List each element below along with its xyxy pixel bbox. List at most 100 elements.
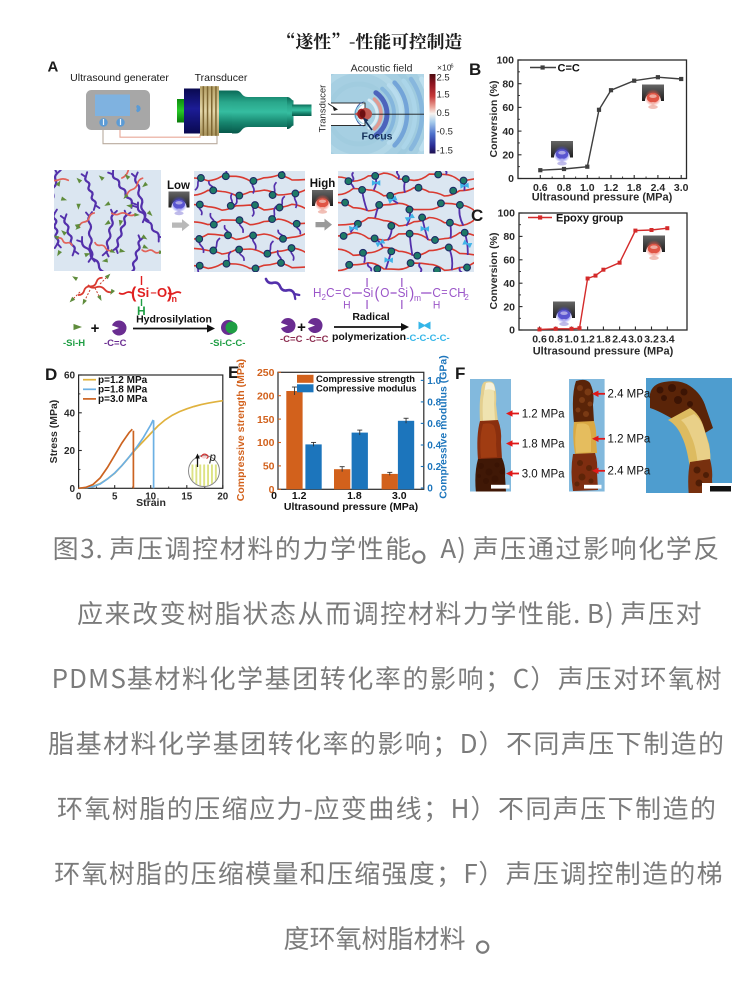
svg-text:A: A — [48, 59, 59, 76]
svg-text:20: 20 — [503, 301, 515, 313]
svg-text:×10: ×10 — [437, 63, 452, 73]
svg-text:80: 80 — [502, 78, 514, 90]
svg-text:60: 60 — [64, 371, 76, 382]
svg-text:Transducer: Transducer — [318, 85, 329, 133]
svg-text:250: 250 — [257, 367, 275, 379]
svg-text:3.0: 3.0 — [674, 182, 689, 194]
svg-text:0: 0 — [508, 173, 514, 185]
svg-text:60: 60 — [502, 102, 514, 114]
svg-text:40: 40 — [64, 408, 76, 419]
svg-text:+: + — [297, 319, 306, 336]
svg-text:C=C: C=C — [558, 63, 580, 75]
svg-text:1.5: 1.5 — [437, 90, 450, 101]
svg-text:=: = — [441, 287, 447, 299]
svg-text:40: 40 — [502, 126, 514, 138]
svg-text:Ultrasound pressure (MPa): Ultrasound pressure (MPa) — [284, 501, 418, 513]
svg-text:0.6: 0.6 — [533, 182, 548, 194]
svg-text:0: 0 — [271, 490, 277, 502]
svg-text:3.4: 3.4 — [660, 334, 675, 346]
svg-text:6: 6 — [451, 64, 454, 70]
svg-text:Compressive strength: Compressive strength — [316, 373, 415, 384]
svg-text:C: C — [471, 206, 483, 225]
svg-text:Ultrasound generater: Ultrasound generater — [70, 72, 169, 84]
svg-text:1.0: 1.0 — [427, 376, 441, 387]
svg-text:Conversion (%): Conversion (%) — [488, 80, 500, 157]
svg-text:3.0: 3.0 — [628, 334, 643, 346]
svg-text:200: 200 — [257, 390, 275, 402]
svg-text:Stress (MPa): Stress (MPa) — [48, 400, 60, 464]
svg-text:E: E — [228, 363, 239, 382]
svg-text:Low: Low — [167, 180, 190, 192]
svg-text:2.4: 2.4 — [651, 182, 666, 194]
svg-text:Ultrasound pressure (MPa): Ultrasound pressure (MPa) — [532, 192, 673, 204]
svg-text:O: O — [380, 286, 389, 300]
svg-text:Hydrosilylation: Hydrosilylation — [136, 314, 212, 326]
svg-text:0: 0 — [76, 491, 82, 502]
svg-text:O: O — [157, 285, 167, 300]
svg-text:(: ( — [131, 285, 137, 302]
svg-text:50: 50 — [263, 461, 275, 473]
svg-text:-C=C: -C=C — [104, 338, 127, 349]
svg-text:C: C — [432, 286, 441, 300]
svg-text:p=1.8 MPa: p=1.8 MPa — [98, 385, 148, 396]
svg-text:-C=C: -C=C — [306, 334, 329, 345]
svg-text:B: B — [469, 60, 481, 79]
svg-text:80: 80 — [503, 231, 515, 243]
svg-text:H: H — [433, 299, 440, 311]
svg-text:p=3.0 MPa: p=3.0 MPa — [98, 394, 148, 405]
svg-text:3.0 MPa: 3.0 MPa — [522, 468, 565, 480]
svg-text:2.4 MPa: 2.4 MPa — [608, 389, 651, 401]
svg-text:-1.5: -1.5 — [437, 146, 453, 157]
svg-text:20: 20 — [217, 491, 228, 502]
svg-text:1.0: 1.0 — [564, 334, 579, 346]
svg-text:40: 40 — [503, 278, 515, 290]
svg-text:1.8: 1.8 — [627, 182, 642, 194]
svg-text:H: H — [343, 299, 350, 311]
svg-text:100: 100 — [496, 55, 514, 67]
svg-text:60: 60 — [503, 255, 515, 267]
svg-text:Epoxy group: Epoxy group — [556, 213, 624, 225]
svg-text:1.0: 1.0 — [580, 182, 595, 194]
svg-text:-0.5: -0.5 — [437, 127, 453, 138]
svg-text:0: 0 — [427, 484, 433, 495]
svg-text:100: 100 — [497, 208, 515, 220]
svg-text:): ) — [409, 285, 414, 303]
svg-text:1.8 MPa: 1.8 MPa — [522, 438, 565, 450]
svg-text:-C-C-C-C-: -C-C-C-C- — [406, 333, 449, 344]
svg-text:0.5: 0.5 — [437, 108, 450, 119]
svg-text:1.8: 1.8 — [596, 334, 611, 346]
svg-text:Compressive modulus: Compressive modulus — [316, 383, 417, 394]
svg-text:–: – — [151, 287, 157, 299]
svg-text:+: + — [91, 320, 100, 337]
svg-text:2.4 MPa: 2.4 MPa — [608, 466, 651, 478]
svg-text:(: ( — [375, 285, 380, 303]
svg-text:100: 100 — [257, 437, 275, 449]
svg-text:0.8: 0.8 — [548, 334, 563, 346]
svg-text:2.4: 2.4 — [612, 334, 627, 346]
svg-text:2.5: 2.5 — [437, 73, 450, 84]
svg-text:0.8: 0.8 — [557, 182, 572, 194]
svg-text:3.2: 3.2 — [644, 334, 659, 346]
svg-text:150: 150 — [257, 414, 275, 426]
svg-text:5: 5 — [112, 491, 118, 502]
svg-text:0.8: 0.8 — [427, 398, 441, 409]
svg-text:-Si-C-C-: -Si-C-C- — [210, 338, 245, 349]
svg-text:1.2: 1.2 — [292, 490, 307, 502]
svg-text:Conversion (%): Conversion (%) — [488, 232, 500, 309]
svg-text:0.6: 0.6 — [427, 419, 441, 430]
svg-text:C: C — [326, 286, 335, 300]
svg-text:0: 0 — [269, 484, 275, 496]
svg-text:Si: Si — [398, 286, 408, 300]
svg-text:Compressive modulus (GPa): Compressive modulus (GPa) — [438, 355, 450, 499]
svg-text:-C=C: -C=C — [280, 334, 303, 345]
svg-text:Radical: Radical — [352, 311, 389, 323]
svg-text:n: n — [172, 294, 178, 304]
svg-text:F: F — [455, 364, 465, 383]
svg-text:): ) — [167, 285, 172, 302]
svg-text:p: p — [209, 452, 217, 464]
svg-text:Si: Si — [137, 285, 149, 300]
svg-text:0: 0 — [509, 325, 515, 337]
svg-text:CH: CH — [449, 286, 466, 300]
svg-text:0.6: 0.6 — [532, 334, 547, 346]
svg-text:15: 15 — [181, 491, 192, 502]
